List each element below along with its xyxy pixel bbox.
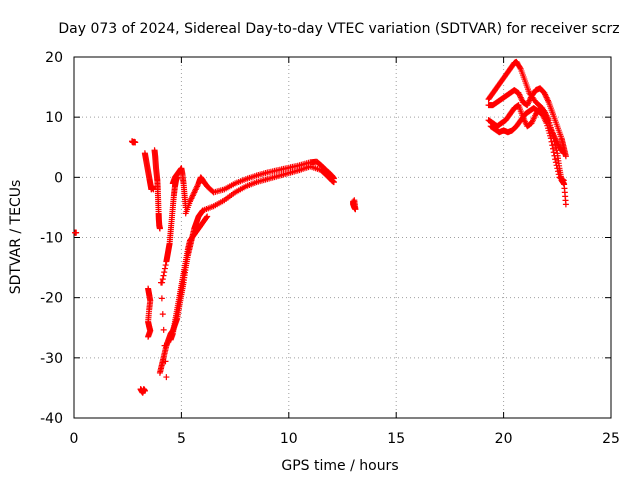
x-tick-label: 20 — [495, 431, 513, 447]
data-point — [161, 265, 168, 272]
y-tick-label: 10 — [45, 110, 63, 126]
data-point — [132, 139, 139, 146]
x-axis-label: GPS time / hours — [281, 458, 398, 474]
x-tick-label: 5 — [177, 431, 186, 447]
data-point — [160, 326, 167, 333]
data-point — [141, 387, 148, 394]
data-point — [161, 342, 168, 349]
data-point — [351, 197, 358, 204]
x-tick-label: 15 — [387, 431, 405, 447]
data-point — [158, 295, 165, 302]
data-point — [552, 156, 559, 163]
x-tick-label: 25 — [602, 431, 620, 447]
y-tick-label: 20 — [45, 50, 63, 66]
data-point — [517, 64, 524, 71]
data-point — [550, 145, 557, 152]
data-point — [145, 333, 152, 340]
data-point — [163, 374, 170, 381]
data-point — [555, 171, 562, 178]
data-point — [159, 311, 166, 318]
data-point — [554, 165, 561, 172]
y-tick-label: 0 — [54, 170, 63, 186]
data-point — [159, 276, 166, 283]
y-tick-label: -30 — [40, 351, 63, 367]
data-point — [162, 358, 169, 365]
y-tick-label: -20 — [40, 291, 63, 307]
y-axis-label: SDTVAR / TECUs — [8, 180, 24, 295]
data-point — [160, 272, 167, 279]
data-point — [162, 262, 169, 269]
data-point — [562, 153, 569, 160]
grid-lines — [74, 57, 611, 418]
data-points — [72, 58, 569, 396]
data-point — [552, 141, 559, 148]
data-point — [204, 213, 211, 220]
data-point — [555, 168, 562, 175]
data-point — [549, 142, 556, 149]
data-point — [161, 269, 168, 276]
data-point — [552, 159, 559, 166]
x-tick-label: 10 — [280, 431, 298, 447]
data-point — [157, 279, 164, 286]
data-point — [156, 225, 163, 232]
data-point — [73, 229, 80, 236]
y-tick-label: -10 — [40, 231, 63, 247]
data-point — [548, 138, 555, 145]
chart-title: Day 073 of 2024, Sidereal Day-to-day VTE… — [58, 21, 619, 37]
data-point — [182, 204, 189, 211]
y-axis-ticks: -40 -30 -20 -10 0 10 20 — [40, 50, 611, 427]
data-point — [562, 201, 569, 208]
data-point — [330, 175, 337, 182]
data-point — [553, 162, 560, 169]
data-point — [551, 152, 558, 159]
data-point — [203, 214, 210, 221]
data-point — [547, 135, 554, 142]
x-tick-label: 0 — [70, 431, 79, 447]
x-axis-ticks: 0 5 10 15 20 25 — [70, 57, 620, 447]
y-tick-label: -40 — [40, 411, 63, 427]
data-point — [550, 149, 557, 156]
